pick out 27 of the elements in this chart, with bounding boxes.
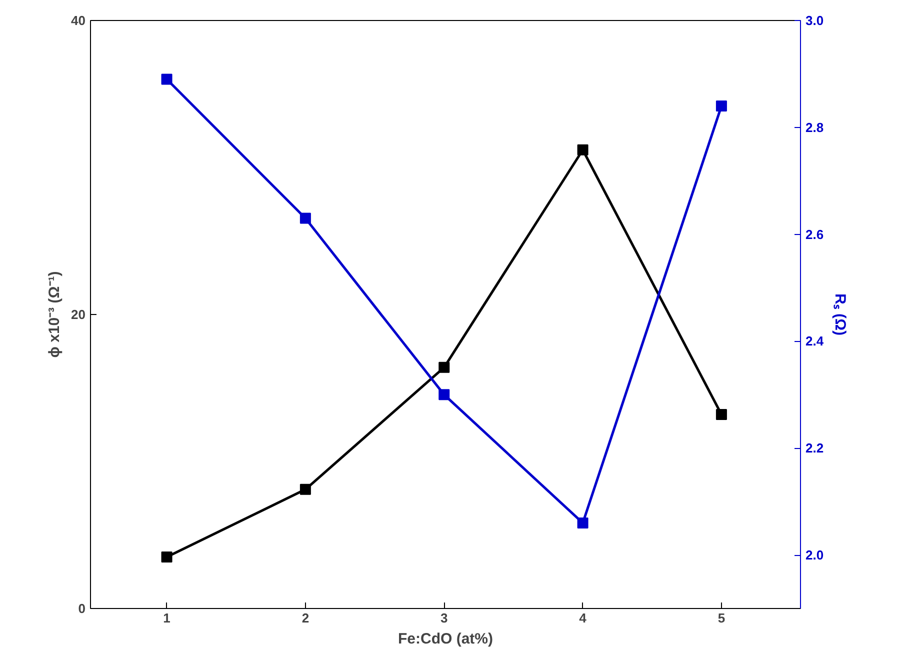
y-axis-title: ϕ x10⁻³ (Ω⁻¹) (46, 271, 64, 358)
y2-tick-label: 2.8 (806, 120, 824, 135)
point (716, 100, 727, 112)
y-tick-label: 0 (78, 601, 86, 616)
y2-tick-label: 2.6 (806, 226, 824, 242)
point (438, 362, 450, 373)
point (300, 484, 311, 495)
x-axis-title: Fe:CdO (at%) (398, 630, 493, 648)
y2-tick-label: 3.0 (806, 13, 824, 28)
y-tick-label: 20 (71, 307, 86, 322)
y2-axis-title: Rₛ (Ω) (832, 293, 849, 336)
x-tick-label: 5 (718, 610, 726, 626)
x-tick-label: 3 (440, 610, 448, 626)
point (161, 552, 172, 563)
y2-tick-label: 2.2 (806, 440, 824, 456)
point (438, 389, 450, 400)
x-tick-label: 2 (302, 610, 310, 626)
point (716, 408, 727, 420)
y2-tick-label: 2.0 (806, 548, 824, 563)
point (577, 144, 588, 156)
y2-tick-label: 2.4 (806, 334, 824, 349)
point (300, 212, 311, 224)
point (577, 517, 588, 528)
x-tick-label: 1 (163, 610, 170, 626)
point (161, 74, 172, 85)
y-tick-label: 40 (71, 13, 86, 28)
x-tick-label: 4 (579, 610, 588, 626)
